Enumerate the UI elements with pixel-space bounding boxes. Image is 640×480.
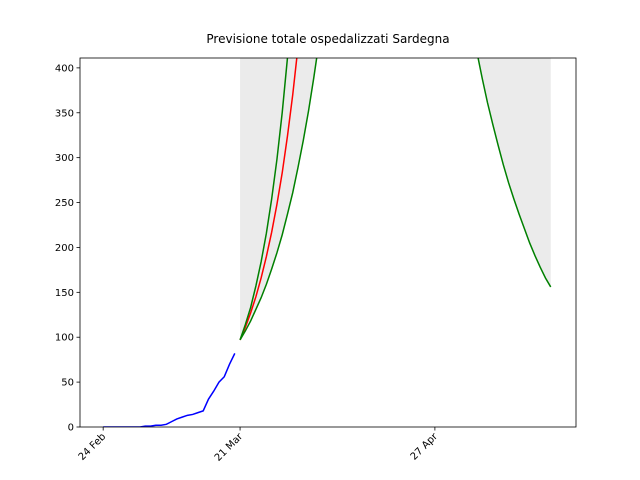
prediction-band [240,58,551,340]
y-tick-label: 300 [55,153,74,164]
y-tick-label: 50 [61,378,74,389]
chart-title: Previsione totale ospedalizzati Sardegna [206,32,449,46]
y-tick-label: 250 [55,198,74,209]
y-tick-label: 350 [55,108,74,119]
series-line [239,58,298,341]
series-line [239,58,289,341]
y-tick-label: 0 [68,423,74,434]
y-tick-label: 400 [55,63,74,74]
axes-frame [79,57,577,428]
plot-area [103,58,552,427]
y-tick-label: 100 [55,333,74,344]
y-tick-label: 200 [55,243,74,254]
series-line [103,353,236,427]
series-line [239,58,552,341]
y-tick-label: 150 [55,288,74,299]
